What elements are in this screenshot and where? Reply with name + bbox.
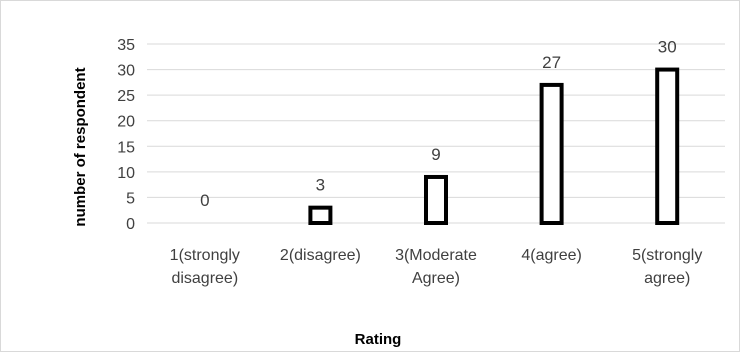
x-category-label: 1(strongly	[170, 247, 240, 264]
bar	[308, 205, 333, 226]
y-tick-label: 0	[126, 216, 135, 233]
x-axis-title: Rating	[355, 331, 402, 348]
x-axis-categories: 1(strongly disagree) 2(disagree) 3(Moderate…	[170, 247, 703, 287]
bar	[655, 67, 680, 225]
data-label: 9	[431, 145, 440, 164]
bar	[424, 174, 448, 226]
data-label: 30	[658, 38, 677, 57]
y-tick-label: 35	[117, 37, 135, 54]
bar	[539, 82, 564, 225]
x-category-label: 3(Moderate	[395, 247, 477, 264]
y-tick-label: 25	[117, 88, 135, 105]
data-labels: 0 3 9 27 30	[200, 38, 677, 210]
y-axis-title: number of respondent	[72, 67, 89, 226]
data-label: 3	[316, 176, 325, 195]
x-category-label: agree)	[644, 270, 690, 287]
y-tick-label: 5	[126, 190, 135, 207]
data-label: 0	[200, 191, 209, 210]
data-label: 27	[542, 53, 561, 72]
y-axis-ticks: 0 5 10 15 20 25 30 35	[117, 37, 135, 233]
bars	[308, 67, 680, 226]
y-tick-label: 15	[117, 139, 135, 156]
x-category-label: 5(strongly	[632, 247, 702, 264]
gridlines	[147, 43, 725, 224]
x-category-label: Agree)	[412, 270, 460, 287]
x-category-label: 4(agree)	[521, 247, 581, 264]
y-tick-label: 10	[117, 165, 135, 182]
y-tick-label: 30	[117, 63, 135, 80]
x-category-label: disagree)	[171, 270, 238, 287]
x-category-label: 2(disagree)	[280, 247, 361, 264]
y-tick-label: 20	[117, 114, 135, 131]
